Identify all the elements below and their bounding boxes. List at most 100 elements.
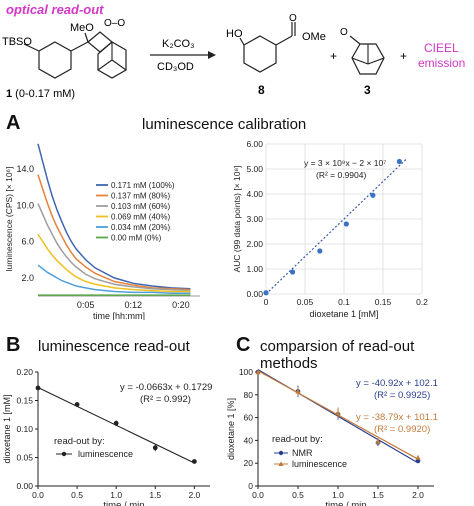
c-y-tick-label: 0	[248, 481, 253, 491]
ester-o-label: O	[289, 14, 297, 24]
c-data-point	[375, 438, 381, 444]
a2-data-point	[263, 290, 269, 296]
c-lum-fit-r2: (R² = 0.9920)	[374, 424, 430, 435]
panel-b-title: luminescence read-out	[38, 338, 190, 355]
plus-1: +	[330, 49, 337, 63]
a1-series-line	[37, 174, 191, 291]
chart-auc-calibration: 0 0.05 0.1 0.15 0.2 0.00 1.00 2.00 3.00 4.00 5.00 6…	[232, 139, 428, 319]
b-x-tick-label: 1.5	[149, 490, 161, 500]
a2-data-point	[317, 248, 323, 254]
scheme-title: optical read-out	[6, 2, 104, 17]
a2-data-point	[396, 158, 402, 165]
dioxetane-ring	[87, 31, 113, 53]
c-y-tick-label: 60	[244, 413, 254, 423]
a1-y-tick-label: 14.0	[16, 164, 34, 174]
a1-x-axis-label: time [hh:mm]	[93, 311, 145, 320]
c-data-point	[255, 369, 261, 375]
ho-bond	[239, 37, 245, 46]
a1-x-tick-label: 0:20	[172, 300, 190, 310]
a2-y-tick-label: 4.00	[246, 189, 263, 199]
ome-label: OMe	[302, 31, 326, 43]
a2-fit-equation: y = 3 × 10⁹x − 2 × 10⁷	[304, 158, 386, 168]
c-legend-title: read-out by:	[272, 434, 323, 445]
ho-label: HO	[226, 28, 243, 40]
ketone-o-label: O	[340, 27, 348, 38]
adamantanone-inner-2	[351, 57, 369, 65]
plus-2: +	[400, 49, 407, 63]
b-legend-title: read-out by:	[54, 436, 105, 447]
c-nmr-fit-equation: y = -40.92x + 102.1	[356, 378, 438, 389]
a1-legend-label: 0.069 mM (40%)	[111, 213, 170, 222]
ketone-bond	[349, 35, 361, 45]
b-data-point	[74, 402, 80, 407]
a2-x-tick-label: 0.2	[416, 297, 428, 307]
c-x-tick-label: 2.0	[412, 490, 424, 500]
c-y-tick-label: 80	[244, 390, 254, 400]
c-legend-label: luminescence	[292, 459, 347, 469]
b-x-tick-label: 0.5	[71, 490, 83, 500]
a2-y-tick-label: 2.00	[246, 239, 263, 249]
b-data-point	[113, 420, 119, 426]
a2-y-tick-label: 0.00	[246, 289, 263, 299]
a1-x-tick-label: 0:12	[125, 300, 143, 310]
a2-y-axis-label: AUC (99 data points) [× 10⁸]	[232, 166, 242, 273]
a1-series-line	[37, 143, 191, 290]
a1-y-axis-label: luminescence (CPS) [× 10⁶]	[4, 167, 14, 272]
b-y-tick-label: 0.20	[16, 367, 33, 377]
a1-x-tick-label: 0:05	[77, 300, 95, 310]
a2-y-tick-label: 6.00	[246, 139, 263, 149]
a2-trendline	[265, 158, 407, 295]
compound3-number: 3	[364, 83, 371, 97]
c-y-tick-label: 20	[244, 458, 254, 468]
a2-x-tick-label: 0.05	[297, 297, 314, 307]
b-data-point	[152, 445, 158, 451]
c-lum-fit-equation: y = -38.79x + 101.1	[356, 412, 438, 423]
meo-label: MeO	[70, 22, 94, 34]
b-y-tick-label: 0.00	[16, 481, 33, 491]
a1-series-line	[37, 233, 191, 293]
b-x-axis-label: time / min	[103, 500, 144, 506]
chart-readout-comparison: 0.0 0.5 1.0 1.5 2.0 0 20 40 60 80 100 y = -40.92x +…	[226, 367, 438, 506]
compound1-ring	[38, 41, 72, 79]
a1-legend-label: 0.103 mM (60%)	[111, 202, 170, 211]
c-x-axis-label: time / min	[325, 500, 366, 506]
b-legend-label: luminescence	[78, 449, 133, 459]
a1-legend-label: 0.00 mM (0%)	[111, 234, 162, 243]
reagent-top: K₂CO₃	[162, 38, 195, 50]
c-y-tick-label: 100	[239, 367, 253, 377]
c-x-tick-label: 0.5	[292, 490, 304, 500]
chart-luminescence-readout: 0.0 0.5 1.0 1.5 2.0 0.00 0.05 0.10 0.15 0.20 y = -…	[2, 367, 212, 506]
a2-x-tick-label: 0.15	[375, 297, 392, 307]
a2-x-tick-label: 0.1	[338, 297, 350, 307]
chart-luminescence-calibration: 2.0 6.0 10.0 14.0 0:05 0:12 0:20 time [hh:mm] lu…	[4, 143, 200, 320]
panel-c-title: comparsion of read-out methods	[260, 338, 415, 372]
compound1-number: 1	[6, 88, 12, 100]
a1-legend-label: 0.171 mM (100%)	[111, 181, 175, 190]
panel-a-title: luminescence calibration	[142, 116, 307, 133]
c-legend-swatch-marker	[278, 450, 284, 456]
tbso-bond	[23, 43, 40, 52]
emission-line1: CIEEL	[424, 41, 459, 55]
b-x-tick-label: 2.0	[188, 490, 200, 500]
a1-legend-label: 0.034 mM (20%)	[111, 223, 170, 232]
compound8-ring	[243, 35, 277, 73]
adamantane-inner-2	[111, 59, 127, 71]
a2-y-tick-label: 3.00	[246, 214, 263, 224]
c-legend-label: NMR	[292, 448, 313, 458]
a2-data-point	[370, 192, 376, 198]
b-y-tick-label: 0.05	[16, 453, 33, 463]
b-fit-r2: (R² = 0.992)	[140, 394, 191, 405]
panel-c-letter: C	[236, 334, 251, 356]
c-y-axis-label: dioxetane 1 [%]	[226, 398, 236, 460]
dioxetane-o-label: O–O	[104, 18, 125, 29]
c-x-tick-label: 1.0	[332, 490, 344, 500]
meo-bond	[84, 32, 89, 43]
a1-y-tick-label: 10.0	[16, 200, 34, 210]
ester-bond	[275, 35, 293, 46]
a1-series-line	[37, 264, 191, 295]
a2-y-tick-label: 1.00	[246, 264, 263, 274]
tbso-label: TBSO	[2, 36, 32, 48]
c-data-point	[415, 454, 421, 460]
b-y-axis-label: dioxetane 1 [mM]	[2, 394, 12, 463]
a2-x-axis-label: dioxetane 1 [mM]	[309, 309, 378, 319]
